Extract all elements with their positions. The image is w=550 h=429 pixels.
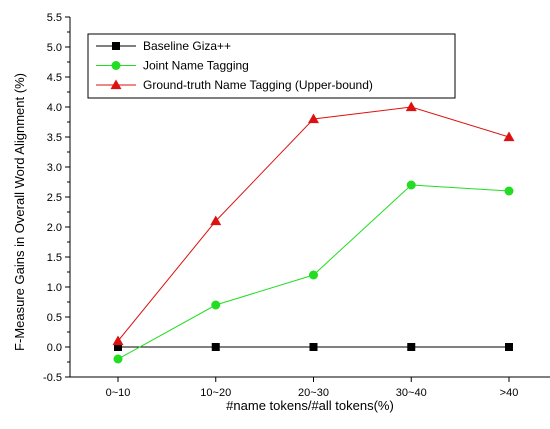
- y-tick-label: -0.5: [43, 372, 62, 384]
- legend-label-2: Joint Name Tagging: [143, 59, 249, 73]
- series-3-point: [112, 335, 124, 346]
- legend-label-1: Baseline Giza++: [143, 39, 231, 53]
- series-1-point: [309, 343, 318, 351]
- ticks: -0.5 0.0 0.5 1.0 1.5 2.0 2.5 3.0 3.5 4.0 4.5 5.0 5.5…: [43, 12, 518, 399]
- x-tick-label: >40: [500, 387, 519, 399]
- series-3-point: [308, 113, 319, 124]
- y-tick-label: 3.5: [47, 132, 62, 144]
- y-tick-label: 0.0: [47, 342, 62, 354]
- x-tick-label: 30~40: [396, 387, 427, 399]
- y-tick-label: 1.0: [47, 282, 62, 294]
- y-tick-label: 2.0: [47, 222, 62, 234]
- x-tick-label: 10~20: [200, 387, 231, 399]
- series: [112, 101, 515, 364]
- series-3-point: [405, 101, 417, 112]
- y-tick-label: 0.5: [47, 312, 62, 324]
- series-3-point: [503, 131, 515, 142]
- y-tick-label: 5.0: [47, 42, 62, 54]
- series-2-point: [113, 354, 123, 364]
- series-2-point: [406, 180, 416, 190]
- series-line-3: [117, 106, 510, 342]
- x-axis-title: #name tokens/#all tokens(%): [226, 398, 394, 413]
- x-tick-label: 20~30: [298, 387, 329, 399]
- y-tick-label: 2.5: [47, 192, 62, 204]
- series-1-point: [505, 343, 513, 351]
- x-tick-label: 0~10: [106, 387, 131, 399]
- y-tick-label: 5.5: [47, 12, 62, 24]
- series-2-point: [309, 270, 318, 280]
- y-axis-title: F-Measure Gains in Overall Word Alignmen…: [12, 73, 27, 351]
- legend-box: [87, 33, 456, 99]
- series-1-point: [211, 343, 220, 351]
- legend-marker-2: [111, 61, 121, 70]
- y-tick-label: 1.5: [47, 252, 62, 264]
- legend-label-3: Ground-truth Name Tagging (Upper-bound): [143, 78, 373, 92]
- series-3-point: [210, 215, 222, 226]
- series-2-point: [211, 300, 221, 310]
- y-tick-label: 4.5: [47, 72, 62, 84]
- series-1-point: [114, 343, 122, 351]
- legend-marker-1: [112, 42, 120, 50]
- series-2-point: [504, 186, 514, 196]
- y-tick-label: 4.0: [47, 102, 62, 114]
- y-tick-label: 3.0: [47, 162, 62, 174]
- legend: Baseline Giza++ Joint Name Tagging Ground-…: [87, 33, 456, 99]
- legend-marker-3: [110, 79, 122, 90]
- series-1-point: [407, 343, 416, 351]
